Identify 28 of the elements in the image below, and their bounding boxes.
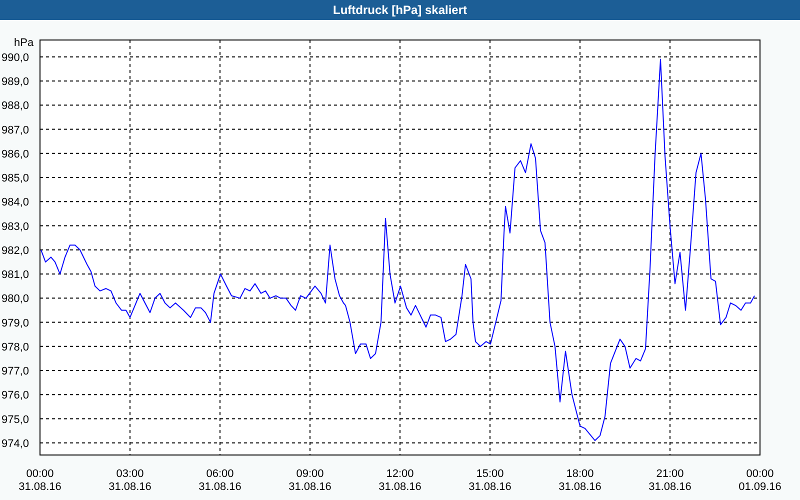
y-tick-label: 983,0 [1,220,29,233]
x-tick-label: 21:00 31.08.16 [648,468,692,493]
y-tick-label: 989,0 [1,76,29,88]
y-tick-label: 975,0 [1,414,29,426]
y-axis-title: hPa [14,37,34,49]
y-tick-label: 988,0 [1,100,29,112]
y-tick-label: 986,0 [1,148,29,160]
y-tick-label: 981,0 [1,269,29,282]
y-tick-label: 980,0 [1,293,29,306]
y-tick-label: 978,0 [1,341,29,354]
x-tick-label: 09:00 31.08.16 [288,468,332,493]
chart-title: Luftdruck [hPa] skaliert [0,0,800,20]
y-tick-label: 985,0 [1,172,29,185]
y-tick-label: 990,0 [1,52,29,64]
y-tick-label: 974,0 [1,438,29,450]
x-tick-label: 00:00 01.09.16 [738,468,782,493]
x-tick-label: 12:00 31.08.16 [378,468,422,493]
x-tick-label: 00:00 31.08.16 [18,468,62,493]
y-tick-label: 987,0 [1,124,29,136]
y-tick-label: 977,0 [1,366,29,378]
y-tick-label: 976,0 [1,390,29,402]
x-tick-label: 03:00 31.08.16 [108,468,152,493]
x-tick-label: 06:00 31.08.16 [198,468,242,493]
x-tick-label: 15:00 31.08.16 [468,468,512,493]
y-tick-label: 982,0 [1,244,29,257]
y-tick-label: 979,0 [1,317,29,330]
y-tick-label: 984,0 [1,196,29,209]
x-tick-label: 18:00 31.08.16 [558,468,602,493]
